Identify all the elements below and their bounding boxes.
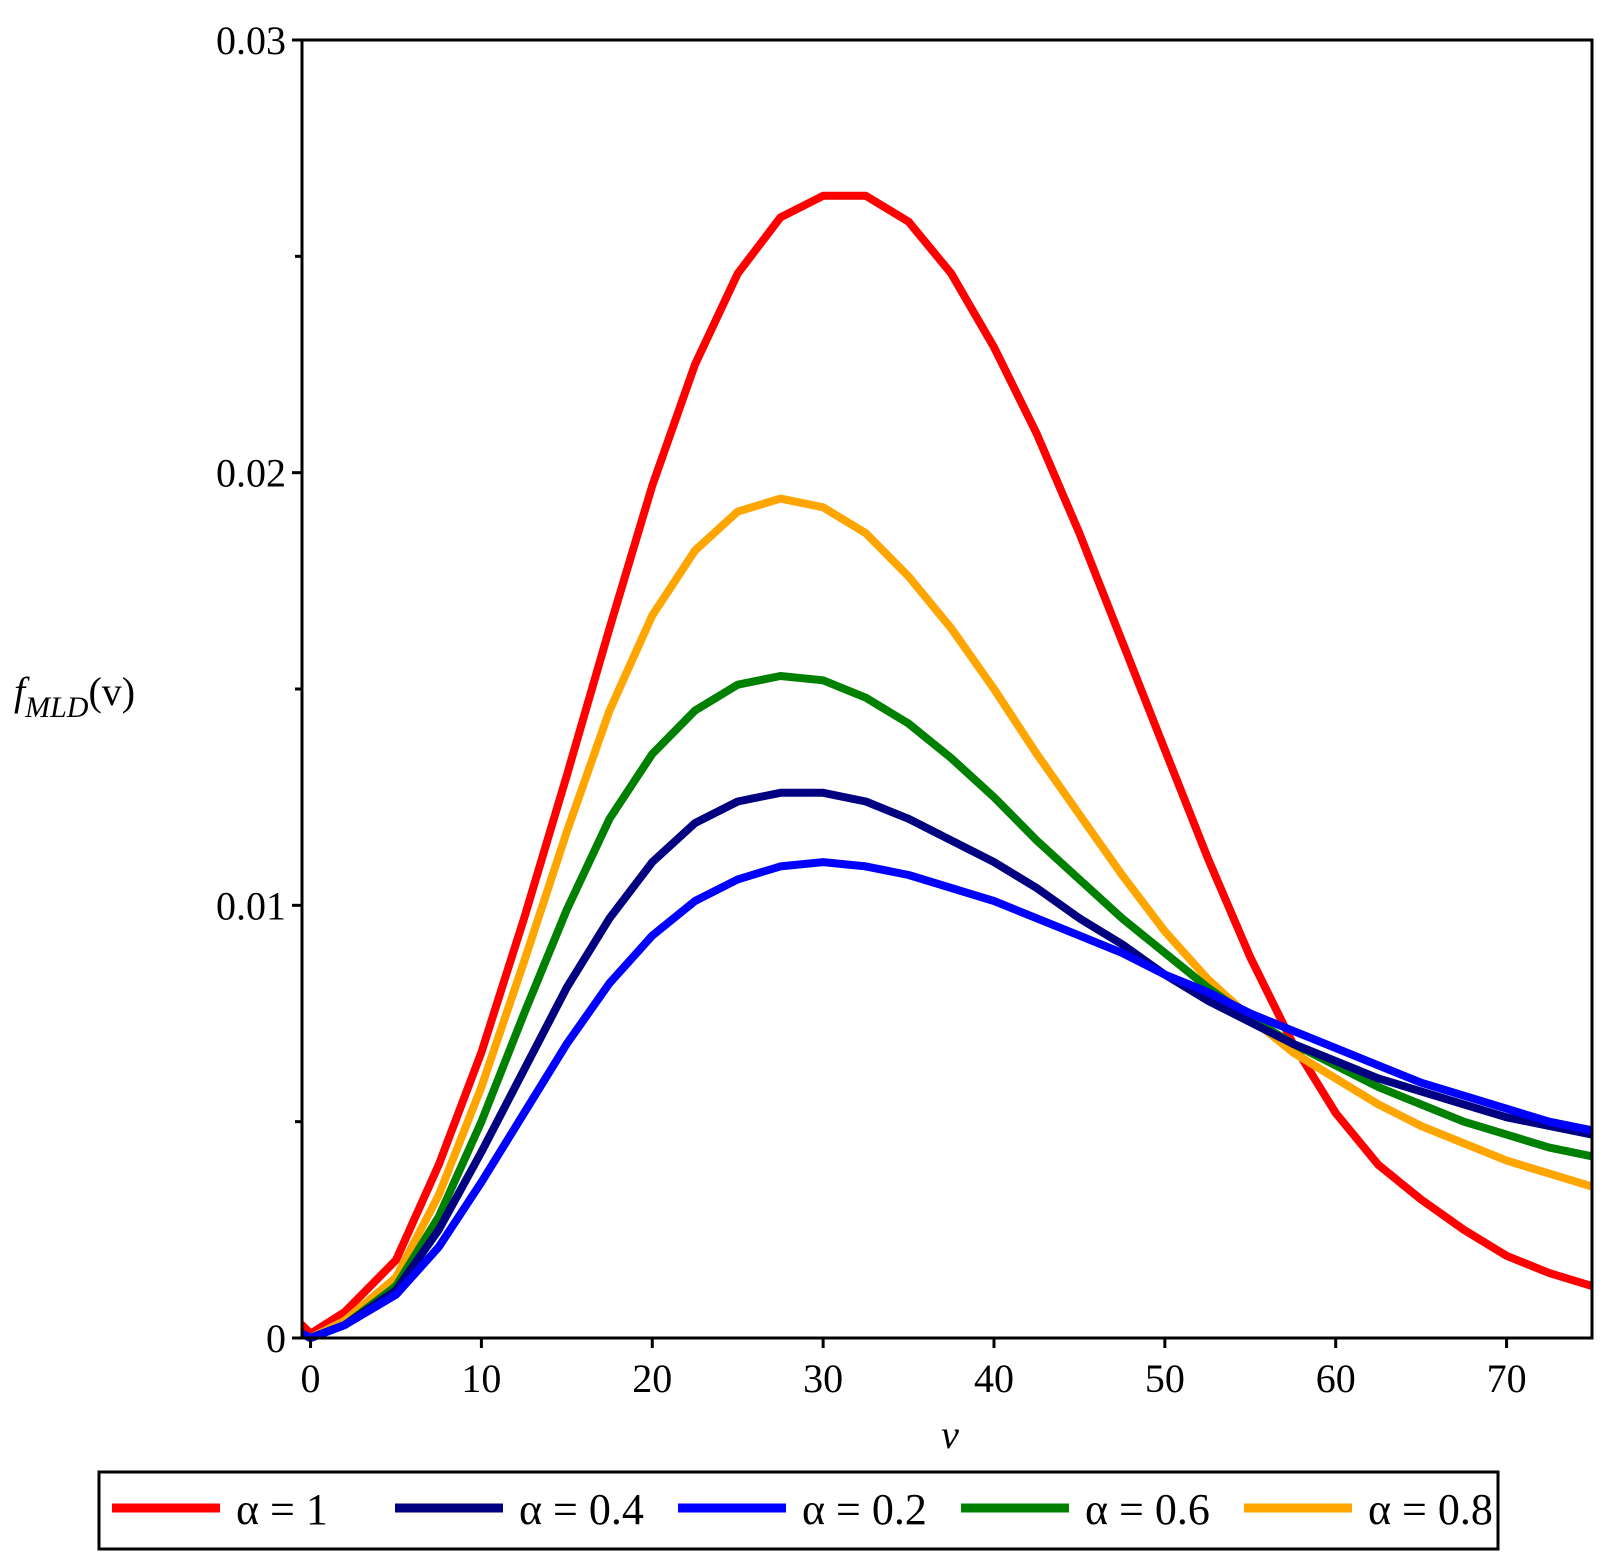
legend-label-5: α = 0.8 bbox=[1368, 1485, 1493, 1534]
y-axis-title: fMLD(v) bbox=[14, 669, 135, 724]
series-line-2 bbox=[302, 788, 1592, 1342]
series-line-4 bbox=[302, 672, 1592, 1342]
plot-frame bbox=[300, 38, 1594, 1340]
y-axis-title-arg: (v) bbox=[88, 669, 135, 714]
legend-label-1: α = 1 bbox=[236, 1485, 328, 1534]
x-tick-label: 0 bbox=[301, 1356, 321, 1401]
series-line-5 bbox=[302, 494, 1592, 1342]
x-tick-label: 60 bbox=[1316, 1356, 1356, 1401]
legend-label-3: α = 0.2 bbox=[802, 1485, 927, 1534]
legend-label-4: α = 0.6 bbox=[1085, 1485, 1210, 1534]
series-layer bbox=[302, 191, 1592, 1342]
y-tick-label: 0.02 bbox=[216, 451, 286, 496]
y-tick-label: 0 bbox=[266, 1316, 286, 1361]
y-tick-label: 0.01 bbox=[216, 883, 286, 928]
y-axis: 0 0.01 0.02 0.03 bbox=[216, 18, 302, 1361]
legend: α = 1 α = 0.4 α = 0.2 α = 0.6 α = 0.8 bbox=[112, 1485, 1493, 1534]
x-tick-label: 30 bbox=[803, 1356, 843, 1401]
legend-label-2: α = 0.4 bbox=[519, 1485, 644, 1534]
x-tick-label: 10 bbox=[461, 1356, 501, 1401]
series-line-1 bbox=[302, 191, 1592, 1338]
x-tick-label: 50 bbox=[1145, 1356, 1185, 1401]
x-tick-label: 20 bbox=[632, 1356, 672, 1401]
x-tick-label: 70 bbox=[1487, 1356, 1527, 1401]
x-tick-label: 40 bbox=[974, 1356, 1014, 1401]
series-line-3 bbox=[302, 858, 1592, 1342]
x-axis: 0 10 20 30 40 50 60 70 bbox=[301, 1338, 1527, 1401]
y-tick-label: 0.03 bbox=[216, 18, 286, 63]
y-axis-title-subscript: MLD bbox=[24, 691, 89, 724]
x-axis-title: v bbox=[941, 1412, 959, 1457]
